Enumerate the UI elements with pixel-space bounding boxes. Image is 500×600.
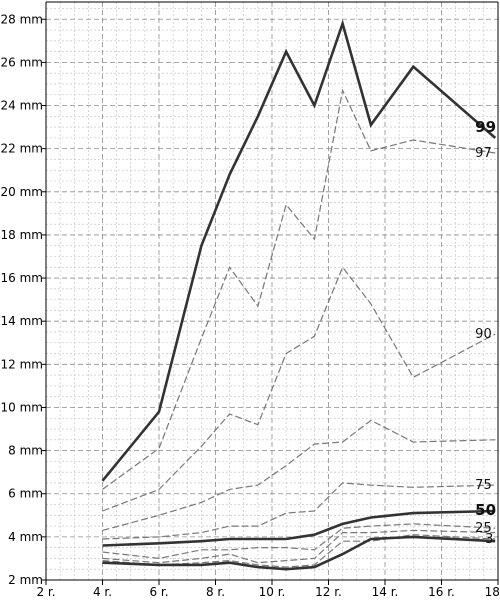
y-tick-label: 24 mm xyxy=(1,99,43,113)
series-line-75 xyxy=(102,482,496,540)
series-label-25: 25 xyxy=(475,521,492,536)
x-tick-label: 18 r. xyxy=(485,585,500,599)
y-tick-label: 18 mm xyxy=(1,228,43,242)
y-tick-label: 8 mm xyxy=(8,444,43,458)
series-line-99 xyxy=(101,19,497,482)
chart-series-labels: 99 97 90 75 50 253 xyxy=(475,118,496,547)
y-tick-label: 20 mm xyxy=(1,185,43,199)
x-tick-label: 16 r. xyxy=(428,585,455,599)
chart-tick-labels: 2 r. 4 r. 6 r. 8 r. 10 r. 12 r. 14 r. 16 r. 18 r… xyxy=(1,12,500,599)
series-line xyxy=(102,529,496,564)
x-tick-label: 6 r. xyxy=(149,585,168,599)
series-label-90: 90 xyxy=(475,327,492,342)
x-tick-label: 14 r. xyxy=(372,585,399,599)
y-tick-label: 16 mm xyxy=(1,271,43,285)
y-tick-label: 2 mm xyxy=(8,573,43,587)
series-label-97: 97 xyxy=(475,146,492,161)
y-tick-label: 6 mm xyxy=(8,487,43,501)
series-label-50: 50 xyxy=(475,501,496,519)
y-tick-label: 14 mm xyxy=(1,314,43,328)
x-tick-label: 12 r. xyxy=(315,585,342,599)
series-label-99: 99 xyxy=(475,118,496,136)
series-line-3 xyxy=(102,534,496,568)
series-line xyxy=(102,535,496,571)
y-tick-label: 4 mm xyxy=(8,530,43,544)
y-tick-label: 10 mm xyxy=(1,400,43,414)
y-tick-label: 26 mm xyxy=(1,55,43,69)
series-line-50 xyxy=(102,509,496,547)
series-line-97 xyxy=(102,88,496,490)
chart-series-lines xyxy=(101,19,497,571)
x-tick-label: 4 r. xyxy=(93,585,112,599)
series-line-25 xyxy=(102,523,496,560)
y-tick-label: 28 mm xyxy=(1,12,43,26)
series-line-90 xyxy=(102,266,496,512)
x-tick-label: 8 r. xyxy=(206,585,225,599)
y-tick-label: 22 mm xyxy=(1,142,43,156)
chart-grid xyxy=(45,2,499,581)
x-tick-label: 10 r. xyxy=(259,585,286,599)
series-label-75: 75 xyxy=(475,478,492,493)
chart-axes xyxy=(42,1,499,585)
series-line xyxy=(102,419,496,531)
y-tick-label: 12 mm xyxy=(1,357,43,371)
x-tick-label: 2 r. xyxy=(36,585,55,599)
series-label-3: 3 xyxy=(485,532,493,547)
